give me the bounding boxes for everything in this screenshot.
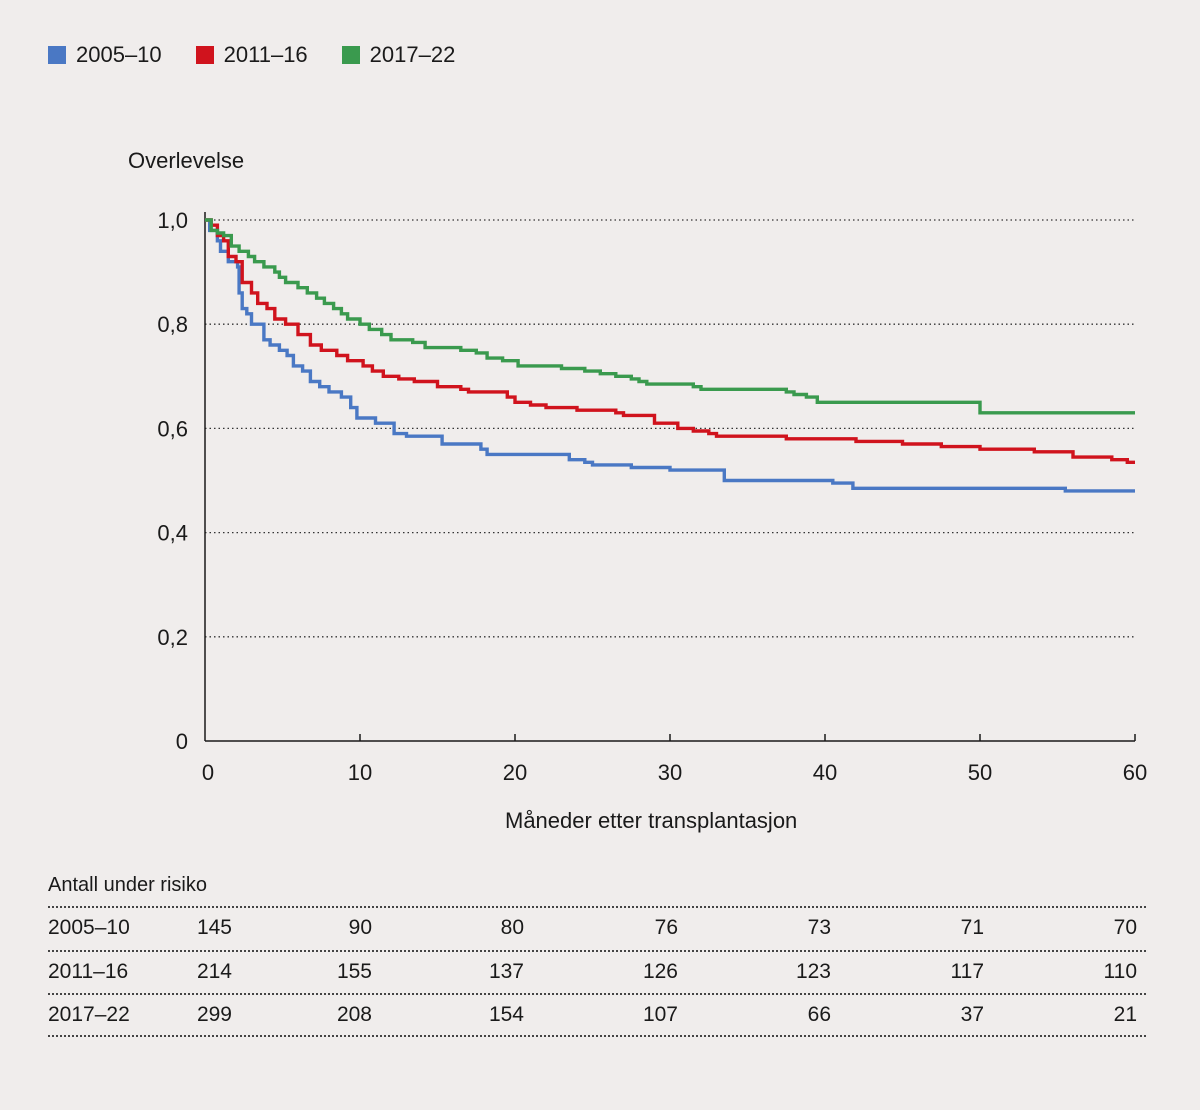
x-tick-label: 20 [503,760,527,785]
x-tick-label: 40 [813,760,837,785]
risk-cell: 66 [807,1003,831,1026]
legend-label-2011-16: 2011–16 [223,42,308,67]
risk-cell: 76 [654,916,678,939]
risk-row-label: 2005–10 [48,916,130,939]
risk-cell: 117 [950,960,984,983]
survival-chart: 0 0,2 0,4 0,6 0,8 1,0 0 10 20 30 40 50 60 [157,208,1147,785]
legend-item-2011-16: 2011–16 [195,42,308,68]
risk-divider [48,906,1146,908]
risk-cell: 80 [500,916,524,939]
y-tick-label: 0,4 [157,521,188,546]
legend-swatch-2005-10 [48,46,66,64]
y-tick-label: 0,8 [157,312,188,337]
risk-cell: 214 [196,960,232,983]
y-tick-label: 0,6 [157,416,188,441]
risk-cell: 21 [1113,1003,1137,1026]
risk-divider [48,950,1146,952]
risk-cell: 110 [1103,960,1137,983]
legend-swatch-2011-16 [195,46,214,64]
legend-item-2017-22: 2017–22 [341,42,456,68]
risk-row-label: 2011–16 [48,960,129,983]
legend-label-2005-10: 2005–10 [76,42,162,67]
y-tick-label: 0,2 [157,625,188,650]
risk-cell: 208 [336,1003,372,1026]
survival-curve-2005-10 [205,218,1135,493]
risk-cell: 70 [1113,916,1137,939]
y-tick-label: 1,0 [157,208,188,233]
risk-cell: 145 [196,916,232,939]
legend-item-2005-10: 2005–10 [48,42,162,68]
risk-cell: 155 [336,960,372,983]
x-tick-label: 0 [202,760,214,785]
risk-cell: 71 [960,916,984,939]
legend-swatch-2017-22 [341,46,360,64]
risk-table-title: Antall under risiko [48,874,207,896]
survival-curve-2011-16 [205,218,1135,464]
risk-divider [48,993,1146,995]
risk-row-2005-10: 2005–10 145 90 80 76 73 71 70 [48,908,1148,948]
risk-row-2017-22: 2017–22 299 208 154 107 66 37 21 [48,995,1148,1035]
x-tick-label: 50 [968,760,992,785]
y-tick-label: 0 [176,729,188,754]
legend: 2005–10 2011–16 2017–22 [48,42,489,68]
x-axis-title: Måneder etter transplantasjon [505,808,798,833]
risk-divider [48,1035,1146,1037]
risk-cell: 123 [795,960,831,983]
risk-row-label: 2017–22 [48,1003,130,1026]
risk-cell: 137 [488,960,524,983]
risk-cell: 299 [196,1003,232,1026]
legend-label-2017-22: 2017–22 [369,42,456,67]
survival-curve-2017-22 [205,218,1135,415]
x-tick-label: 10 [348,760,372,785]
y-axis-title: Overlevelse [128,148,245,173]
risk-cell: 107 [642,1003,678,1026]
risk-cell: 90 [348,916,372,939]
risk-cell: 126 [642,960,678,983]
x-tick-label: 60 [1123,760,1147,785]
risk-cell: 73 [807,916,831,939]
x-tick-label: 30 [658,760,682,785]
risk-cell: 37 [960,1003,984,1026]
risk-row-2011-16: 2011–16 214 155 137 126 123 117 110 [48,952,1148,992]
risk-cell: 154 [488,1003,524,1026]
